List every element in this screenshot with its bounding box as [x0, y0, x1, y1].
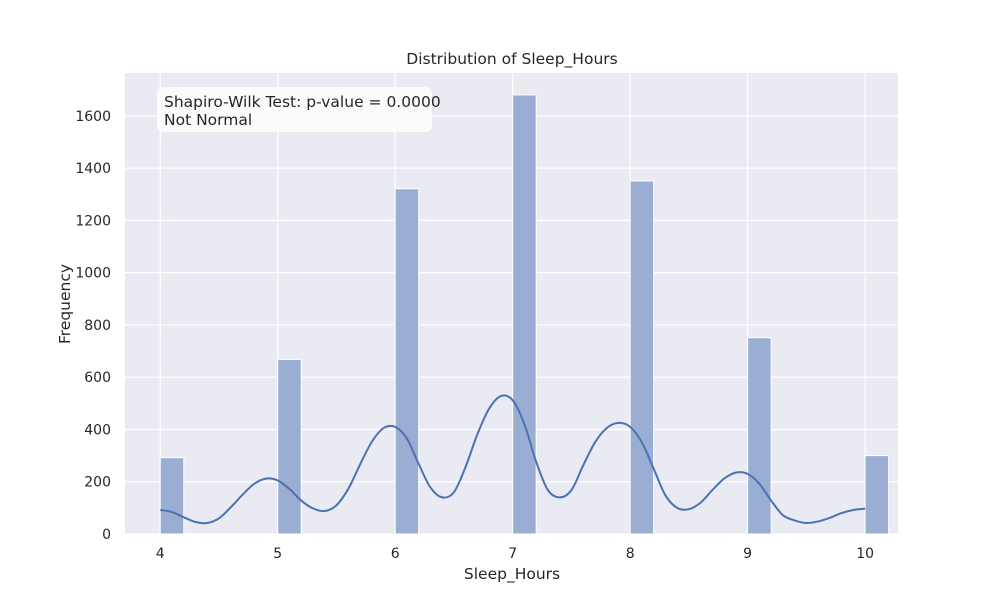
y-tick-label: 800: [84, 318, 111, 334]
y-axis-label: Frequency: [56, 264, 74, 344]
annotation-box: [157, 87, 432, 132]
x-tick-label: 7: [508, 546, 517, 562]
histogram-bar: [159, 457, 185, 535]
kde-line: [160, 394, 866, 525]
histogram-bar: [629, 180, 655, 535]
plot-area: [125, 73, 898, 534]
x-tick-label: 9: [743, 546, 752, 562]
y-tick-label: 400: [84, 422, 111, 438]
y-tick-label: 0: [102, 527, 111, 543]
x-tick-label: 6: [391, 546, 400, 562]
x-axis-label: Sleep_Hours: [464, 565, 560, 584]
histogram-bar: [747, 337, 772, 535]
x-axis-ticks: 4 5 6 7 8 9 10: [156, 546, 874, 562]
stats-annotation: Shapiro-Wilk Test: p-value = 0.0000 Not …: [157, 87, 441, 132]
histogram-bar: [512, 94, 537, 535]
y-tick-label: 200: [84, 475, 111, 491]
y-tick-label: 1000: [75, 266, 111, 282]
histogram-bar: [864, 455, 890, 535]
y-tick-label: 1600: [75, 109, 111, 125]
annotation-line-1: Shapiro-Wilk Test: p-value = 0.0000: [164, 93, 441, 111]
y-tick-label: 1400: [75, 161, 111, 177]
x-tick-label: 8: [626, 546, 635, 562]
x-tick-label: 5: [273, 546, 282, 562]
y-axis-ticks: 0 200 400 600 800 1000 1200 1400 1600: [75, 109, 111, 543]
x-tick-label: 10: [856, 546, 874, 562]
x-tick-label: 4: [156, 546, 165, 562]
chart-title: Distribution of Sleep_Hours: [406, 50, 617, 69]
y-tick-label: 1200: [75, 213, 111, 229]
histogram-bar: [394, 188, 420, 535]
histogram-bar: [277, 358, 302, 535]
y-tick-label: 600: [84, 370, 111, 386]
annotation-line-2: Not Normal: [164, 111, 252, 129]
